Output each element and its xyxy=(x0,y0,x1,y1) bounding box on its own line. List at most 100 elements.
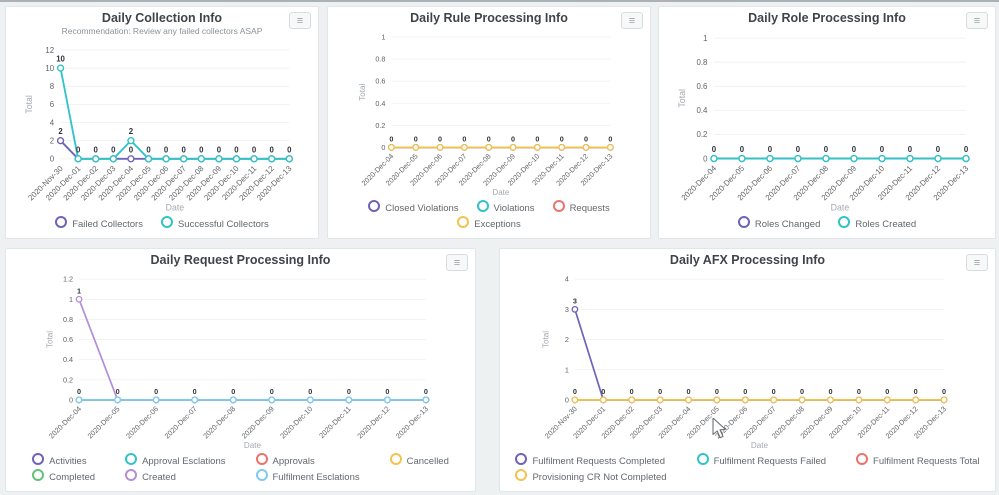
svg-text:0: 0 xyxy=(414,134,418,143)
legend-label: Provisioning CR Not Completed xyxy=(532,472,667,483)
svg-text:12: 12 xyxy=(45,46,54,55)
svg-text:10: 10 xyxy=(45,64,54,73)
svg-text:0: 0 xyxy=(800,387,804,396)
svg-text:0: 0 xyxy=(234,145,239,154)
legend-marker-icon xyxy=(457,216,470,228)
svg-text:0.4: 0.4 xyxy=(697,106,709,115)
svg-text:0: 0 xyxy=(347,387,351,396)
legend-item-approvals[interactable]: Approvals xyxy=(255,453,360,468)
svg-text:0: 0 xyxy=(385,387,389,396)
legend-label: Activities xyxy=(49,456,87,467)
svg-text:0: 0 xyxy=(308,387,312,396)
hamburger-menu-icon[interactable] xyxy=(289,12,311,29)
legend-item-roles-changed[interactable]: Roles Changed xyxy=(737,216,821,231)
svg-text:0.8: 0.8 xyxy=(697,58,709,67)
svg-text:0: 0 xyxy=(154,387,158,396)
legend-marker-icon xyxy=(515,469,528,481)
legend-marker-icon xyxy=(255,469,268,481)
svg-text:0: 0 xyxy=(252,145,257,154)
legend-item-failed-collectors[interactable]: Failed Collectors xyxy=(55,216,143,231)
chart-plot-area[interactable]: 024681012Total2020-Nov-302020-Dec-012020… xyxy=(10,38,314,216)
hamburger-menu-icon[interactable] xyxy=(621,12,643,29)
legend-marker-icon xyxy=(389,453,402,465)
legend-item-created[interactable]: Created xyxy=(125,469,225,484)
svg-text:0: 0 xyxy=(381,143,385,152)
legend-label: Violations xyxy=(493,203,535,214)
chart-legend: Roles Changed Roles Created xyxy=(663,216,991,234)
legend-label: Approvals xyxy=(272,456,315,467)
svg-text:2020-Dec-09: 2020-Dec-09 xyxy=(240,404,276,440)
chart-legend: Activities Approval Esclations Approvals Ca… xyxy=(10,453,471,487)
legend-marker-icon xyxy=(856,453,869,465)
svg-text:0: 0 xyxy=(77,387,81,396)
svg-text:2020-Dec-08: 2020-Dec-08 xyxy=(201,404,237,440)
hamburger-menu-icon[interactable] xyxy=(966,12,988,29)
legend-item-closed-violations[interactable]: Closed Violations xyxy=(368,200,459,215)
svg-text:2: 2 xyxy=(50,136,54,145)
hamburger-menu-icon[interactable] xyxy=(446,254,468,271)
panel-daily-afx-processing-info: Daily AFX Processing Info 01234Total2020… xyxy=(499,248,996,492)
legend-item-provisioning-cr-not-completed[interactable]: Provisioning CR Not Completed xyxy=(515,469,667,484)
svg-text:0: 0 xyxy=(217,145,222,154)
svg-text:2020-Dec-11: 2020-Dec-11 xyxy=(317,404,353,440)
svg-text:Date: Date xyxy=(831,202,850,212)
legend-label: Fulfilment Requests Failed xyxy=(713,456,827,467)
svg-text:0: 0 xyxy=(852,145,857,154)
svg-text:0.4: 0.4 xyxy=(375,99,385,108)
legend-item-successful-collectors[interactable]: Successful Collectors xyxy=(160,216,269,231)
svg-text:2020-Dec-10: 2020-Dec-10 xyxy=(278,404,314,440)
svg-text:2020-Dec-13: 2020-Dec-13 xyxy=(394,404,430,440)
chart-title: Daily Collection Info xyxy=(101,11,223,25)
hamburger-menu-icon[interactable] xyxy=(966,254,988,271)
legend-label: Requests xyxy=(569,203,610,214)
svg-text:0: 0 xyxy=(565,395,569,404)
svg-text:1.2: 1.2 xyxy=(63,275,73,284)
svg-text:4: 4 xyxy=(565,275,569,284)
legend-item-exceptions[interactable]: Exceptions xyxy=(457,216,521,231)
legend-item-roles-created[interactable]: Roles Created xyxy=(838,216,916,231)
legend-item-fulfilment-requests-failed[interactable]: Fulfilment Requests Failed xyxy=(696,453,827,468)
chart-plot-area[interactable]: 00.20.40.60.81Total2020-Dec-042020-Dec-0… xyxy=(663,26,991,216)
chart-title: Daily Role Processing Info xyxy=(748,11,906,25)
legend-item-fulfilment-requests-total[interactable]: Fulfilment Requests Total xyxy=(856,453,980,468)
chart-legend: Closed Violations Violations Requests Excep… xyxy=(332,200,646,234)
svg-text:0: 0 xyxy=(462,134,466,143)
svg-text:0.6: 0.6 xyxy=(63,335,73,344)
svg-text:2020-Dec-04: 2020-Dec-04 xyxy=(47,404,83,440)
panel-daily-request-processing-info: Daily Request Processing Info 0 0.2 0.4 0.6… xyxy=(5,248,476,492)
legend-item-violations[interactable]: Violations xyxy=(476,200,535,215)
legend-marker-icon xyxy=(55,216,68,228)
legend-item-fulfilment-requests-completed[interactable]: Fulfilment Requests Completed xyxy=(515,453,666,468)
chart-legend: Fulfilment Requests Completed Fulfilment … xyxy=(504,453,991,487)
legend-item-requests[interactable]: Requests xyxy=(552,200,610,215)
chart-plot-area[interactable]: 00.20.40.60.81Total2020-Dec-042020-Dec-0… xyxy=(332,26,646,200)
svg-text:0: 0 xyxy=(880,145,885,154)
legend-label: Fulfilment Requests Total xyxy=(873,456,980,467)
legend-marker-icon xyxy=(32,453,45,465)
svg-text:0: 0 xyxy=(76,145,81,154)
svg-text:0: 0 xyxy=(69,395,73,404)
svg-text:2020-Dec-07: 2020-Dec-07 xyxy=(163,404,199,440)
svg-text:0: 0 xyxy=(111,145,116,154)
svg-text:0: 0 xyxy=(164,145,169,154)
legend-label: Roles Changed xyxy=(754,219,821,230)
legend-label: Fulfilment Requests Completed xyxy=(532,456,665,467)
chart-plot-area[interactable]: 01234Total2020-Nov-302020-Dec-012020-Dec… xyxy=(504,268,991,453)
svg-text:0.6: 0.6 xyxy=(375,77,385,86)
legend-item-approval-esclations[interactable]: Approval Esclations xyxy=(125,453,226,468)
svg-text:0: 0 xyxy=(824,145,829,154)
legend-item-fulfilment-esclations[interactable]: Fulfilment Esclations xyxy=(255,469,360,484)
legend-item-activities[interactable]: Activities xyxy=(32,453,95,468)
svg-text:0: 0 xyxy=(50,155,55,164)
legend-marker-icon xyxy=(737,216,750,228)
chart-title: Daily AFX Processing Info xyxy=(669,253,826,267)
svg-text:Total: Total xyxy=(24,95,34,114)
svg-text:0: 0 xyxy=(182,145,187,154)
svg-text:0.2: 0.2 xyxy=(697,130,708,139)
svg-text:1: 1 xyxy=(381,33,385,42)
svg-text:0: 0 xyxy=(560,134,564,143)
legend-item-cancelled[interactable]: Cancelled xyxy=(389,453,449,468)
legend-item-completed[interactable]: Completed xyxy=(32,469,95,484)
svg-text:0: 0 xyxy=(584,134,588,143)
